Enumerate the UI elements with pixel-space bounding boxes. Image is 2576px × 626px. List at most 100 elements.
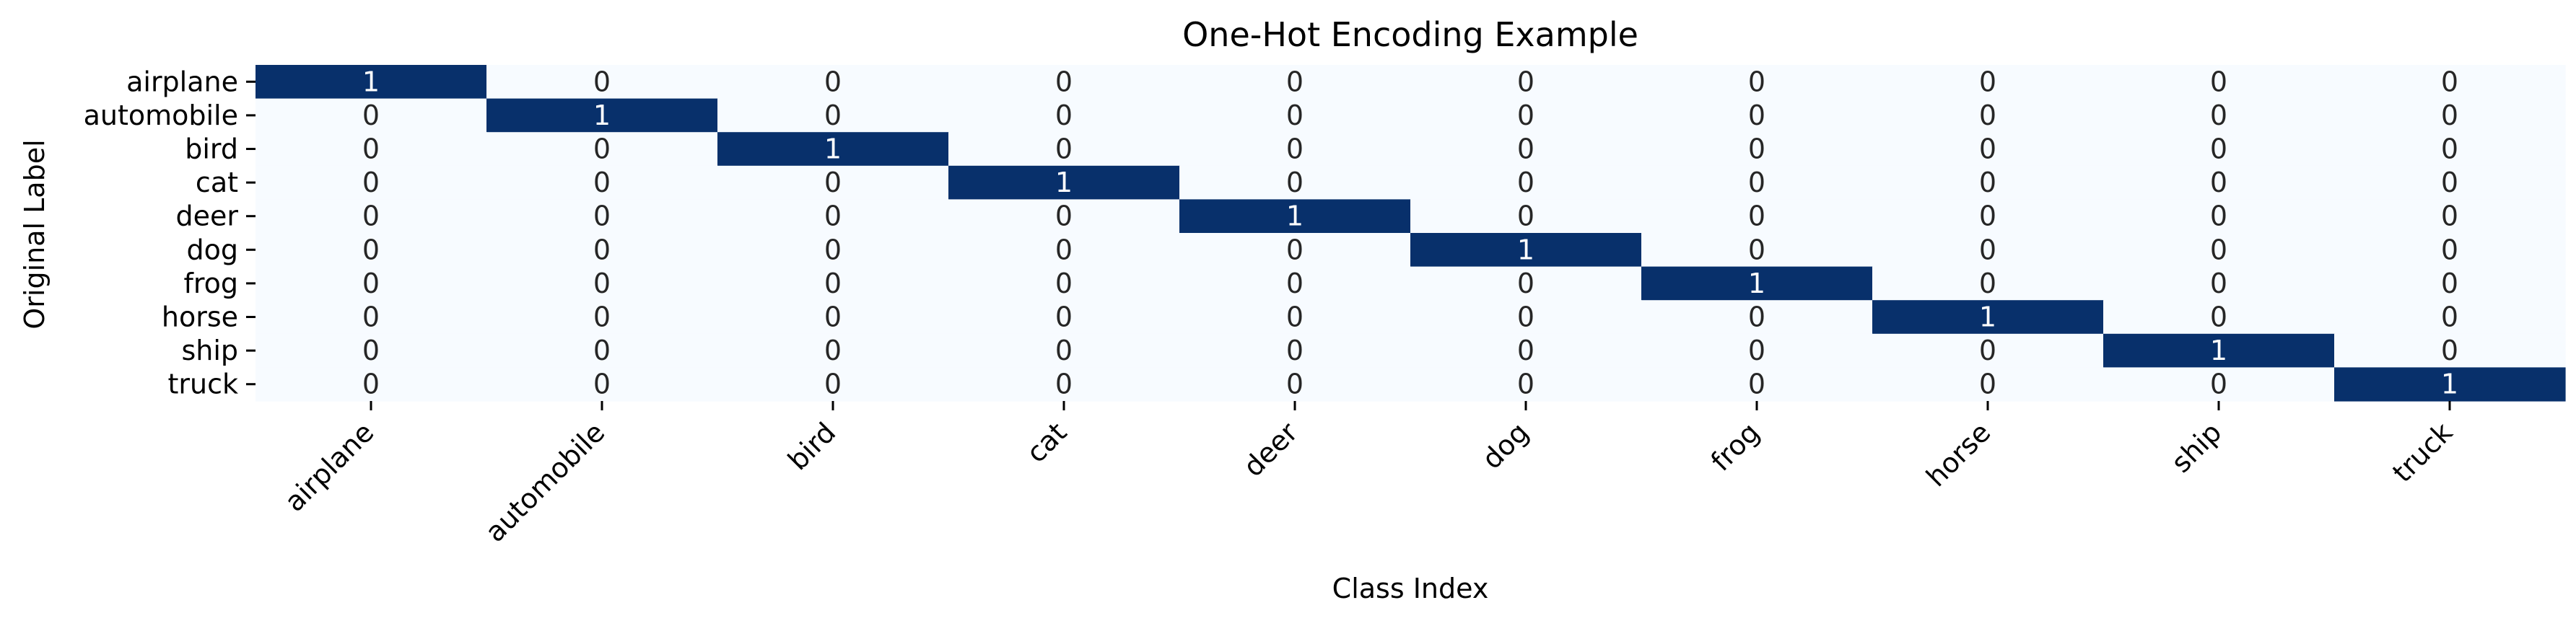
heatmap-cells: 1 0 0 0 0 0 0 0 0 00 1 0 0 0 0 0 0 0 00 0 1 0 0 0 0 0 0 00 0 0 1 0 0 0 0 0 0…	[256, 65, 2566, 402]
heatmap-cell	[2103, 165, 2335, 200]
heatmap-cell	[2103, 266, 2335, 301]
heatmap-cell	[948, 165, 1180, 200]
heatmap-cell	[1641, 333, 1873, 368]
cell-value-label: 0	[1286, 100, 1304, 131]
heatmap-cell	[1410, 266, 1642, 301]
cell-value-label: 1	[1055, 167, 1073, 198]
heatmap-cell	[948, 333, 1180, 368]
heatmap-cell	[1641, 132, 1873, 167]
cell-value-label: 0	[2210, 301, 2227, 333]
heatmap-cell	[1872, 98, 2104, 133]
y-tick-label: cat	[196, 167, 238, 198]
cell-value-label: 0	[1748, 66, 1765, 97]
cell-value-label: 0	[824, 100, 842, 131]
cell-value-label: 0	[824, 335, 842, 366]
heatmap-cell	[2103, 233, 2335, 268]
heatmap-cell	[717, 233, 949, 268]
heatmap-cell	[1641, 98, 1873, 133]
heatmap-cell	[486, 266, 718, 301]
cell-value-label: 0	[2210, 167, 2227, 198]
cell-value-label: 0	[1979, 335, 1996, 366]
heatmap-cell	[717, 132, 949, 167]
heatmap-cell	[256, 132, 487, 167]
cell-value-label: 0	[1748, 133, 1765, 165]
cell-value-label: 0	[2441, 234, 2458, 265]
heatmap-cell	[717, 367, 949, 402]
cell-value-label: 0	[1517, 268, 1534, 299]
heatmap-cell	[717, 333, 949, 368]
cell-value-label: 0	[1979, 133, 1996, 165]
cell-value-label: 0	[2441, 167, 2458, 198]
cell-value-label: 0	[593, 234, 611, 265]
cell-value-label: 0	[824, 268, 842, 299]
cell-value-label: 0	[2441, 301, 2458, 333]
heatmap-cell	[2334, 266, 2566, 301]
heatmap-cell	[948, 65, 1180, 100]
heatmap-cell	[1179, 233, 1411, 268]
heatmap-cell	[1179, 132, 1411, 167]
cell-value-label: 0	[1055, 301, 1073, 333]
heatmap-cell	[1410, 199, 1642, 234]
cell-value-label: 0	[1055, 335, 1073, 366]
heatmap-cell	[948, 233, 1180, 268]
cell-value-label: 0	[824, 167, 842, 198]
heatmap-cell	[1641, 199, 1873, 234]
heatmap-cell	[948, 98, 1180, 133]
heatmap-cell	[486, 98, 718, 133]
heatmap-cell	[2103, 300, 2335, 335]
heatmap-cell	[1179, 165, 1411, 200]
heatmap-cell	[1179, 300, 1411, 335]
heatmap-cell	[1872, 199, 2104, 234]
cell-value-label: 0	[824, 301, 842, 333]
cell-value-label: 0	[1517, 100, 1534, 131]
heatmap-cell	[2103, 65, 2335, 100]
cell-value-label: 0	[1055, 200, 1073, 232]
heatmap-cell	[256, 233, 487, 268]
heatmap-cell	[948, 367, 1180, 402]
cell-value-label: 1	[593, 100, 611, 131]
cell-value-label: 0	[1748, 301, 1765, 333]
cell-value-label: 0	[2210, 100, 2227, 131]
cell-value-label: 1	[824, 133, 842, 165]
cell-value-label: 0	[1286, 268, 1304, 299]
heatmap-cell	[717, 65, 949, 100]
cell-value-label: 0	[2210, 268, 2227, 299]
cell-value-label: 0	[1286, 301, 1304, 333]
heatmap-cell	[256, 266, 487, 301]
heatmap-cell	[2334, 333, 2566, 368]
cell-value-label: 0	[1055, 133, 1073, 165]
heatmap-cell	[2103, 98, 2335, 133]
heatmap-cell	[1179, 65, 1411, 100]
cell-value-label: 0	[1517, 66, 1534, 97]
cell-value-label: 0	[2441, 100, 2458, 131]
cell-value-label: 0	[1517, 167, 1534, 198]
cell-value-label: 0	[1979, 200, 1996, 232]
heatmap-cell	[1872, 266, 2104, 301]
cell-value-label: 0	[593, 66, 611, 97]
heatmap-cell	[1410, 233, 1642, 268]
heatmap-cell	[1179, 333, 1411, 368]
heatmap-cell	[1410, 98, 1642, 133]
cell-value-label: 0	[2441, 268, 2458, 299]
heatmap-cell	[2334, 132, 2566, 167]
cell-value-label: 1	[1979, 301, 1996, 333]
heatmap-cell	[2103, 333, 2335, 368]
cell-value-label: 0	[2210, 369, 2227, 400]
heatmap-cell	[948, 199, 1180, 234]
cell-value-label: 0	[1979, 268, 1996, 299]
heatmap-cell	[486, 165, 718, 200]
cell-value-label: 0	[2441, 133, 2458, 165]
heatmap-cell	[717, 199, 949, 234]
heatmap-cell	[1641, 300, 1873, 335]
cell-value-label: 0	[2210, 133, 2227, 165]
heatmap-cell	[1410, 165, 1642, 200]
heatmap-cell	[486, 367, 718, 402]
cell-value-label: 0	[362, 234, 380, 265]
cell-value-label: 0	[1286, 66, 1304, 97]
cell-value-label: 0	[1517, 133, 1534, 165]
heatmap-cell	[948, 132, 1180, 167]
cell-value-label: 0	[1055, 234, 1073, 265]
heatmap-cell	[1410, 65, 1642, 100]
cell-value-label: 0	[2210, 234, 2227, 265]
heatmap-cell	[256, 98, 487, 133]
